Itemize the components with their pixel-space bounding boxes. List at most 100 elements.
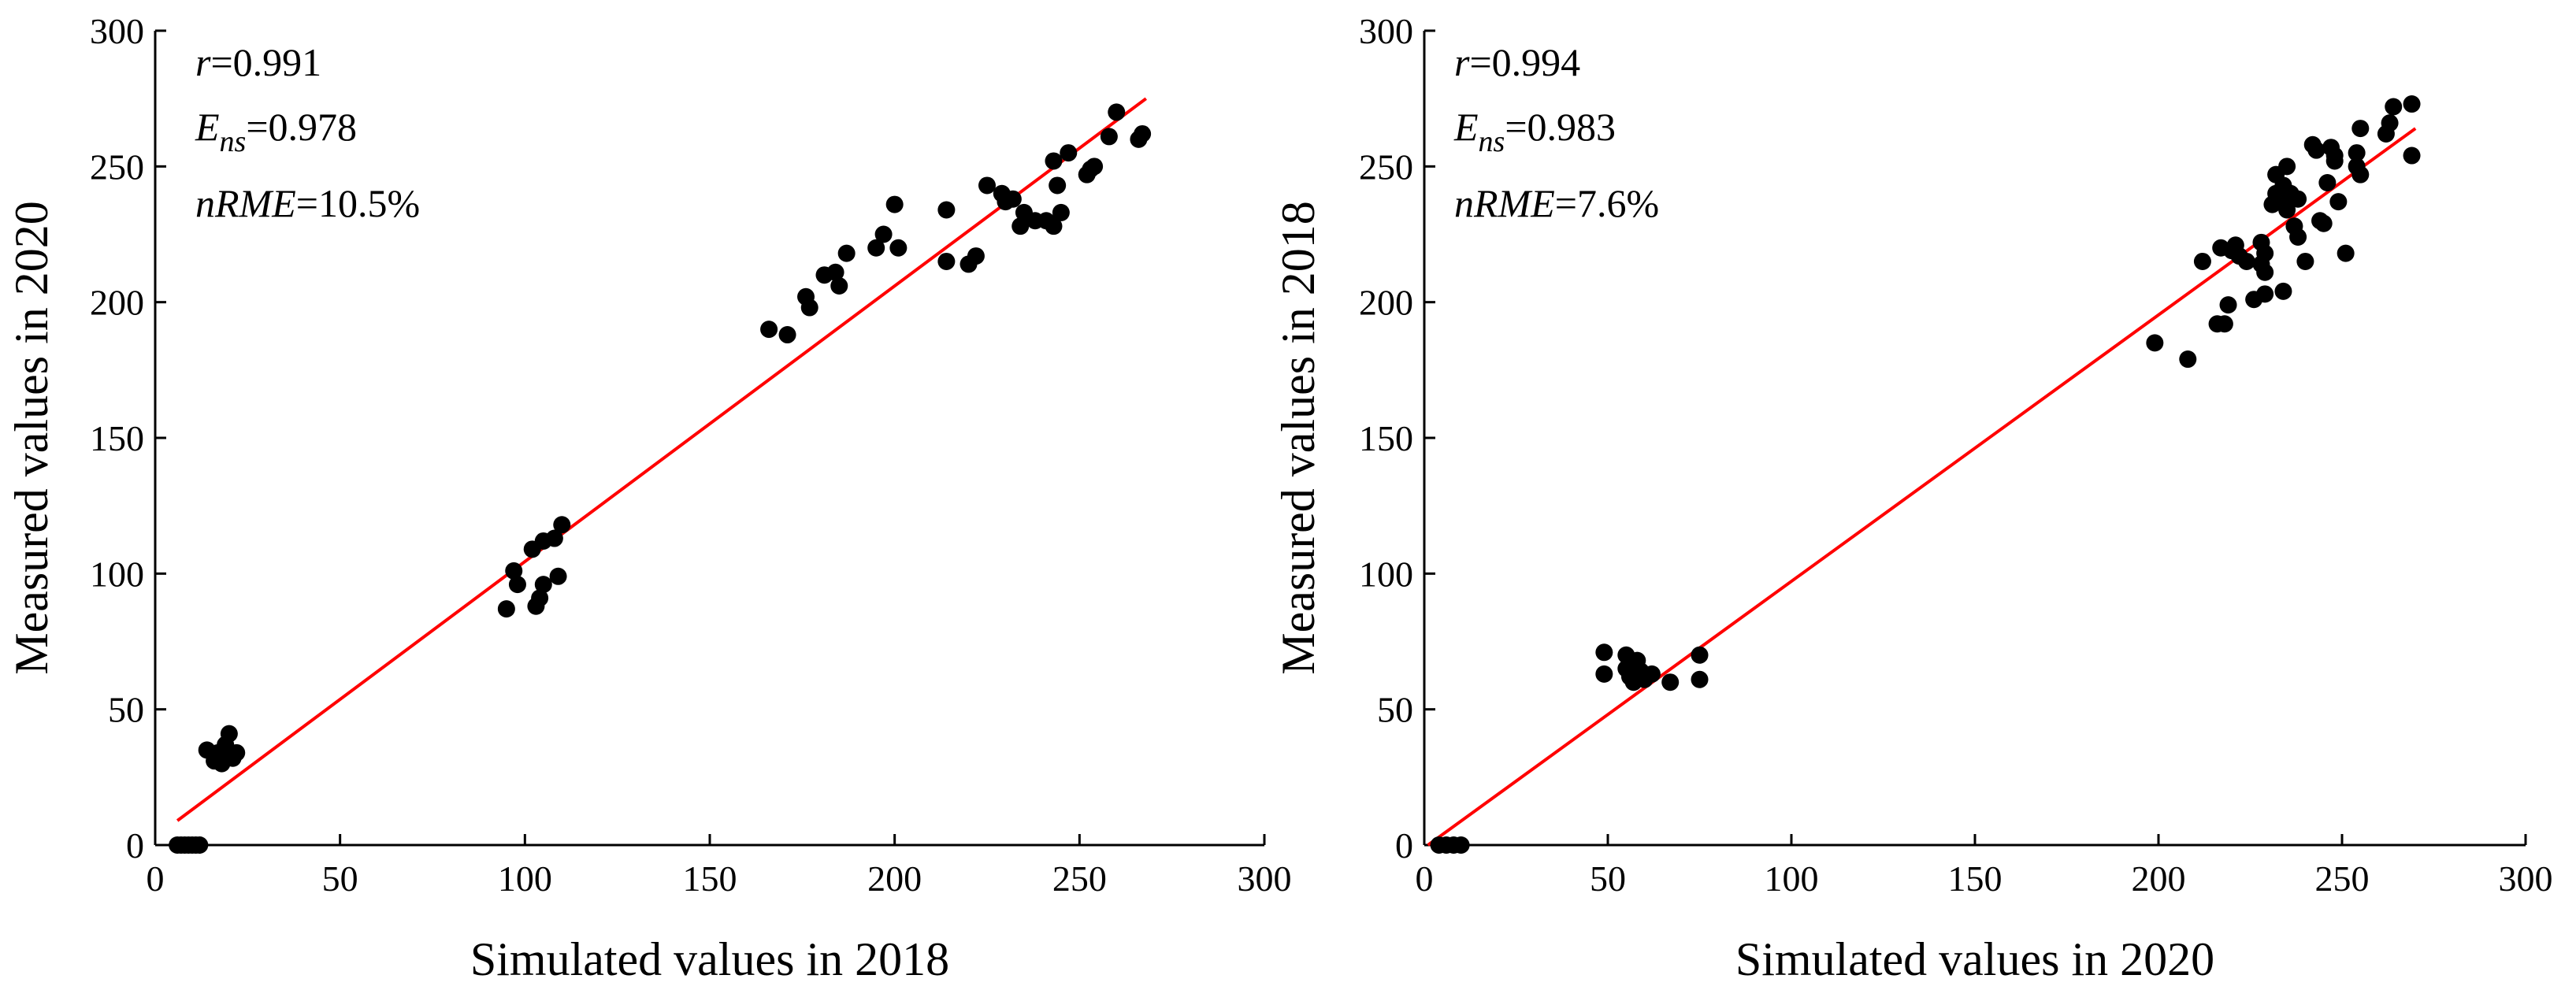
left-data-point	[760, 321, 778, 339]
left-data-point	[534, 576, 552, 594]
right-data-point	[2314, 214, 2333, 232]
right-y-tick-label: 200	[1359, 283, 1413, 323]
right-data-point	[2307, 141, 2325, 159]
left-data-point	[1108, 103, 1126, 121]
left-data-point	[937, 201, 956, 219]
left-data-point	[228, 743, 246, 762]
left-data-point	[874, 225, 893, 243]
right-x-tick-label: 200	[2132, 858, 2186, 899]
right-data-point	[2256, 263, 2274, 281]
left-data-point	[531, 589, 549, 607]
left-data-point	[220, 725, 238, 743]
right-data-point	[2215, 315, 2233, 333]
left-stat-r: r=0.991	[195, 40, 321, 84]
right-data-point	[2193, 252, 2211, 270]
left-data-point	[830, 276, 848, 295]
right-data-point	[2179, 350, 2197, 369]
right-data-point	[2256, 285, 2274, 303]
right-data-point	[1691, 646, 1709, 664]
right-data-point	[1595, 643, 1613, 662]
left-data-point	[1060, 144, 1078, 162]
right-y-tick-label: 50	[1377, 690, 1413, 730]
right-data-point	[2296, 252, 2314, 270]
left-y-tick-label: 200	[90, 283, 144, 323]
left-data-point	[508, 576, 526, 594]
left-data-points	[169, 103, 1152, 854]
right-stat-nrme: nRME=7.6%	[1454, 181, 1659, 225]
left-y-tick-label: 300	[90, 11, 144, 51]
right-data-point	[2219, 296, 2237, 314]
right-x-tick-label: 250	[2315, 858, 2370, 899]
right-data-point	[1661, 673, 1680, 691]
right-x-tick-label: 300	[2499, 858, 2553, 899]
right-data-point	[2289, 228, 2307, 246]
right-x-tick-label: 0	[1416, 858, 1434, 899]
right-data-point	[2351, 120, 2370, 138]
left-data-point	[1052, 203, 1070, 221]
left-data-point	[545, 529, 563, 547]
left-x-tick-label: 250	[1052, 858, 1107, 899]
right-data-point	[1691, 670, 1709, 688]
right-x-tick-label: 50	[1590, 858, 1626, 899]
left-x-tick-label: 300	[1238, 858, 1292, 899]
right-data-point	[1642, 665, 1661, 683]
right-data-point	[2278, 201, 2296, 219]
left-data-point	[867, 239, 885, 257]
left-y-tick-label: 0	[126, 825, 144, 866]
left-y-tick-label: 250	[90, 146, 144, 187]
left-y-axis-label: Measured values in 2020	[6, 201, 58, 675]
right-axis-ticks: 0 50 100 150 200 250 300 0 50 100 150 200 250 300	[1359, 11, 2553, 899]
right-data-point	[2385, 98, 2403, 116]
left-data-point	[1086, 158, 1104, 176]
right-x-tick-label: 150	[1948, 858, 2003, 899]
left-data-point	[497, 600, 515, 618]
right-data-point	[1452, 836, 1470, 854]
right-data-point	[2274, 282, 2292, 300]
left-y-tick-label: 150	[90, 418, 144, 458]
left-data-point	[837, 244, 856, 262]
left-data-point	[889, 239, 908, 257]
right-data-point	[2337, 244, 2355, 262]
right-data-point	[2348, 144, 2366, 162]
left-data-point	[1004, 190, 1022, 208]
left-x-tick-label: 100	[498, 858, 552, 899]
right-data-point	[2146, 334, 2164, 352]
left-x-tick-label: 150	[683, 858, 737, 899]
left-y-tick-label: 50	[108, 690, 144, 730]
left-x-tick-label: 50	[322, 858, 358, 899]
left-y-tick-label: 100	[90, 554, 144, 594]
right-x-axis-label: Simulated values in 2020	[1735, 933, 2214, 985]
left-data-point	[800, 298, 818, 317]
left-data-point	[1045, 217, 1063, 235]
right-y-tick-label: 250	[1359, 146, 1413, 187]
right-stat-ens: Ens=0.983	[1453, 105, 1616, 158]
left-data-point	[1045, 152, 1063, 170]
right-stat-r: r=0.994	[1454, 40, 1580, 84]
right-data-point	[2237, 252, 2255, 270]
right-x-tick-label: 100	[1765, 858, 1819, 899]
left-data-point	[1100, 128, 1118, 146]
left-stat-nrme: nRME=10.5%	[195, 181, 420, 225]
right-data-point	[2381, 114, 2399, 132]
right-y-tick-label: 150	[1359, 418, 1413, 458]
right-y-axis-label: Measured values in 2018	[1272, 201, 1324, 675]
right-data-points	[1430, 95, 2421, 854]
right-data-point	[2403, 146, 2421, 165]
right-data-point	[2403, 95, 2421, 113]
right-y-tick-label: 300	[1359, 11, 1413, 51]
right-y-tick-label: 0	[1395, 825, 1413, 866]
left-data-point	[1134, 124, 1152, 143]
right-data-point	[2329, 193, 2348, 211]
left-data-point	[1011, 217, 1030, 235]
left-data-point	[505, 562, 523, 580]
right-data-point	[2318, 174, 2337, 192]
left-data-point	[967, 247, 985, 265]
right-data-point	[2351, 165, 2370, 184]
right-data-point	[2256, 244, 2274, 262]
left-data-point	[826, 263, 844, 281]
right-y-tick-label: 100	[1359, 554, 1413, 594]
right-data-point	[2325, 146, 2344, 165]
left-stat-ens: Ens=0.978	[195, 105, 357, 158]
